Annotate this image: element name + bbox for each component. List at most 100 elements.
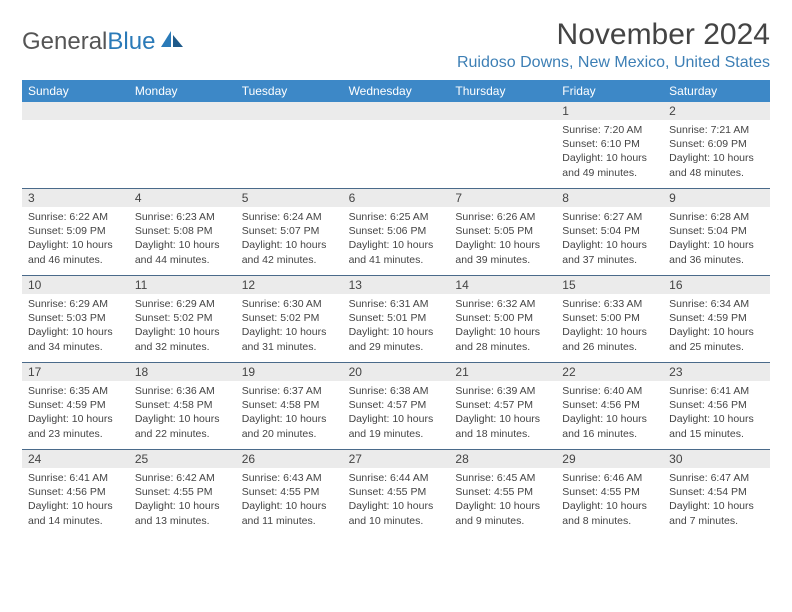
- week-row: 1Sunrise: 7:20 AMSunset: 6:10 PMDaylight…: [22, 102, 770, 189]
- cell-body: Sunrise: 6:35 AMSunset: 4:59 PMDaylight:…: [22, 381, 129, 445]
- daylight-text: Daylight: 10 hours and 49 minutes.: [562, 151, 657, 179]
- cell-body: Sunrise: 6:45 AMSunset: 4:55 PMDaylight:…: [449, 468, 556, 532]
- sunset-text: Sunset: 4:55 PM: [349, 485, 444, 499]
- day-number: 9: [663, 189, 770, 207]
- daylight-text: Daylight: 10 hours and 39 minutes.: [455, 238, 550, 266]
- day-number: 16: [663, 276, 770, 294]
- calendar-cell: 6Sunrise: 6:25 AMSunset: 5:06 PMDaylight…: [343, 189, 450, 275]
- day-number: 21: [449, 363, 556, 381]
- sunrise-text: Sunrise: 6:24 AM: [242, 210, 337, 224]
- sunset-text: Sunset: 5:03 PM: [28, 311, 123, 325]
- sunset-text: Sunset: 6:09 PM: [669, 137, 764, 151]
- calendar-cell: 28Sunrise: 6:45 AMSunset: 4:55 PMDayligh…: [449, 450, 556, 536]
- day-number: 15: [556, 276, 663, 294]
- daylight-text: Daylight: 10 hours and 15 minutes.: [669, 412, 764, 440]
- sunrise-text: Sunrise: 6:30 AM: [242, 297, 337, 311]
- day-number: 14: [449, 276, 556, 294]
- day-number: 3: [22, 189, 129, 207]
- calendar-cell: 23Sunrise: 6:41 AMSunset: 4:56 PMDayligh…: [663, 363, 770, 449]
- sunrise-text: Sunrise: 6:31 AM: [349, 297, 444, 311]
- calendar-cell: 11Sunrise: 6:29 AMSunset: 5:02 PMDayligh…: [129, 276, 236, 362]
- day-number: 19: [236, 363, 343, 381]
- calendar-cell: 29Sunrise: 6:46 AMSunset: 4:55 PMDayligh…: [556, 450, 663, 536]
- sunrise-text: Sunrise: 6:36 AM: [135, 384, 230, 398]
- day-number: [236, 102, 343, 120]
- cell-body: Sunrise: 6:47 AMSunset: 4:54 PMDaylight:…: [663, 468, 770, 532]
- weeks-container: 1Sunrise: 7:20 AMSunset: 6:10 PMDaylight…: [22, 102, 770, 536]
- daylight-text: Daylight: 10 hours and 9 minutes.: [455, 499, 550, 527]
- sunset-text: Sunset: 5:07 PM: [242, 224, 337, 238]
- day-number: [22, 102, 129, 120]
- sunset-text: Sunset: 4:55 PM: [242, 485, 337, 499]
- sunrise-text: Sunrise: 6:25 AM: [349, 210, 444, 224]
- calendar-cell: 10Sunrise: 6:29 AMSunset: 5:03 PMDayligh…: [22, 276, 129, 362]
- day-number: [129, 102, 236, 120]
- location-subtitle: Ruidoso Downs, New Mexico, United States: [457, 54, 770, 72]
- day-number: 24: [22, 450, 129, 468]
- sunrise-text: Sunrise: 6:42 AM: [135, 471, 230, 485]
- sunset-text: Sunset: 5:06 PM: [349, 224, 444, 238]
- cell-body: Sunrise: 6:43 AMSunset: 4:55 PMDaylight:…: [236, 468, 343, 532]
- title-block: November 2024 Ruidoso Downs, New Mexico,…: [457, 18, 770, 72]
- cell-body: Sunrise: 6:27 AMSunset: 5:04 PMDaylight:…: [556, 207, 663, 271]
- sunset-text: Sunset: 4:59 PM: [669, 311, 764, 325]
- daylight-text: Daylight: 10 hours and 23 minutes.: [28, 412, 123, 440]
- cell-body: Sunrise: 6:30 AMSunset: 5:02 PMDaylight:…: [236, 294, 343, 358]
- dow-header: Sunday: [22, 80, 129, 102]
- calendar-cell: [236, 102, 343, 188]
- sunset-text: Sunset: 4:56 PM: [28, 485, 123, 499]
- calendar-cell: [449, 102, 556, 188]
- day-number: 18: [129, 363, 236, 381]
- daylight-text: Daylight: 10 hours and 42 minutes.: [242, 238, 337, 266]
- calendar-cell: 24Sunrise: 6:41 AMSunset: 4:56 PMDayligh…: [22, 450, 129, 536]
- day-number: 4: [129, 189, 236, 207]
- calendar-cell: [129, 102, 236, 188]
- sunset-text: Sunset: 5:05 PM: [455, 224, 550, 238]
- cell-body: Sunrise: 6:41 AMSunset: 4:56 PMDaylight:…: [22, 468, 129, 532]
- sunset-text: Sunset: 5:02 PM: [135, 311, 230, 325]
- daylight-text: Daylight: 10 hours and 22 minutes.: [135, 412, 230, 440]
- day-number: 1: [556, 102, 663, 120]
- week-row: 24Sunrise: 6:41 AMSunset: 4:56 PMDayligh…: [22, 450, 770, 536]
- day-number: 25: [129, 450, 236, 468]
- cell-body: Sunrise: 6:25 AMSunset: 5:06 PMDaylight:…: [343, 207, 450, 271]
- logo-text-blue: Blue: [107, 28, 155, 56]
- daylight-text: Daylight: 10 hours and 26 minutes.: [562, 325, 657, 353]
- calendar-cell: 1Sunrise: 7:20 AMSunset: 6:10 PMDaylight…: [556, 102, 663, 188]
- daylight-text: Daylight: 10 hours and 44 minutes.: [135, 238, 230, 266]
- daylight-text: Daylight: 10 hours and 14 minutes.: [28, 499, 123, 527]
- daylight-text: Daylight: 10 hours and 11 minutes.: [242, 499, 337, 527]
- sunrise-text: Sunrise: 6:29 AM: [135, 297, 230, 311]
- cell-body: Sunrise: 6:28 AMSunset: 5:04 PMDaylight:…: [663, 207, 770, 271]
- day-number: 22: [556, 363, 663, 381]
- cell-body: Sunrise: 7:21 AMSunset: 6:09 PMDaylight:…: [663, 120, 770, 184]
- calendar-cell: 27Sunrise: 6:44 AMSunset: 4:55 PMDayligh…: [343, 450, 450, 536]
- sunrise-text: Sunrise: 6:37 AM: [242, 384, 337, 398]
- calendar-cell: 20Sunrise: 6:38 AMSunset: 4:57 PMDayligh…: [343, 363, 450, 449]
- day-number: 26: [236, 450, 343, 468]
- daylight-text: Daylight: 10 hours and 28 minutes.: [455, 325, 550, 353]
- sunset-text: Sunset: 4:54 PM: [669, 485, 764, 499]
- sunset-text: Sunset: 4:57 PM: [455, 398, 550, 412]
- cell-body: Sunrise: 6:42 AMSunset: 4:55 PMDaylight:…: [129, 468, 236, 532]
- sunrise-text: Sunrise: 6:43 AM: [242, 471, 337, 485]
- cell-body: Sunrise: 6:44 AMSunset: 4:55 PMDaylight:…: [343, 468, 450, 532]
- cell-body: Sunrise: 6:24 AMSunset: 5:07 PMDaylight:…: [236, 207, 343, 271]
- dow-header: Thursday: [449, 80, 556, 102]
- dow-header: Monday: [129, 80, 236, 102]
- sunrise-text: Sunrise: 6:34 AM: [669, 297, 764, 311]
- daylight-text: Daylight: 10 hours and 25 minutes.: [669, 325, 764, 353]
- sunrise-text: Sunrise: 6:23 AM: [135, 210, 230, 224]
- cell-body: Sunrise: 6:39 AMSunset: 4:57 PMDaylight:…: [449, 381, 556, 445]
- calendar: SundayMondayTuesdayWednesdayThursdayFrid…: [22, 80, 770, 536]
- header: GeneralBlue November 2024 Ruidoso Downs,…: [22, 18, 770, 72]
- day-number: 30: [663, 450, 770, 468]
- daylight-text: Daylight: 10 hours and 48 minutes.: [669, 151, 764, 179]
- sunset-text: Sunset: 5:04 PM: [562, 224, 657, 238]
- calendar-cell: 17Sunrise: 6:35 AMSunset: 4:59 PMDayligh…: [22, 363, 129, 449]
- sunset-text: Sunset: 4:58 PM: [135, 398, 230, 412]
- day-number: 27: [343, 450, 450, 468]
- sunset-text: Sunset: 4:56 PM: [669, 398, 764, 412]
- cell-body: Sunrise: 6:22 AMSunset: 5:09 PMDaylight:…: [22, 207, 129, 271]
- calendar-cell: 9Sunrise: 6:28 AMSunset: 5:04 PMDaylight…: [663, 189, 770, 275]
